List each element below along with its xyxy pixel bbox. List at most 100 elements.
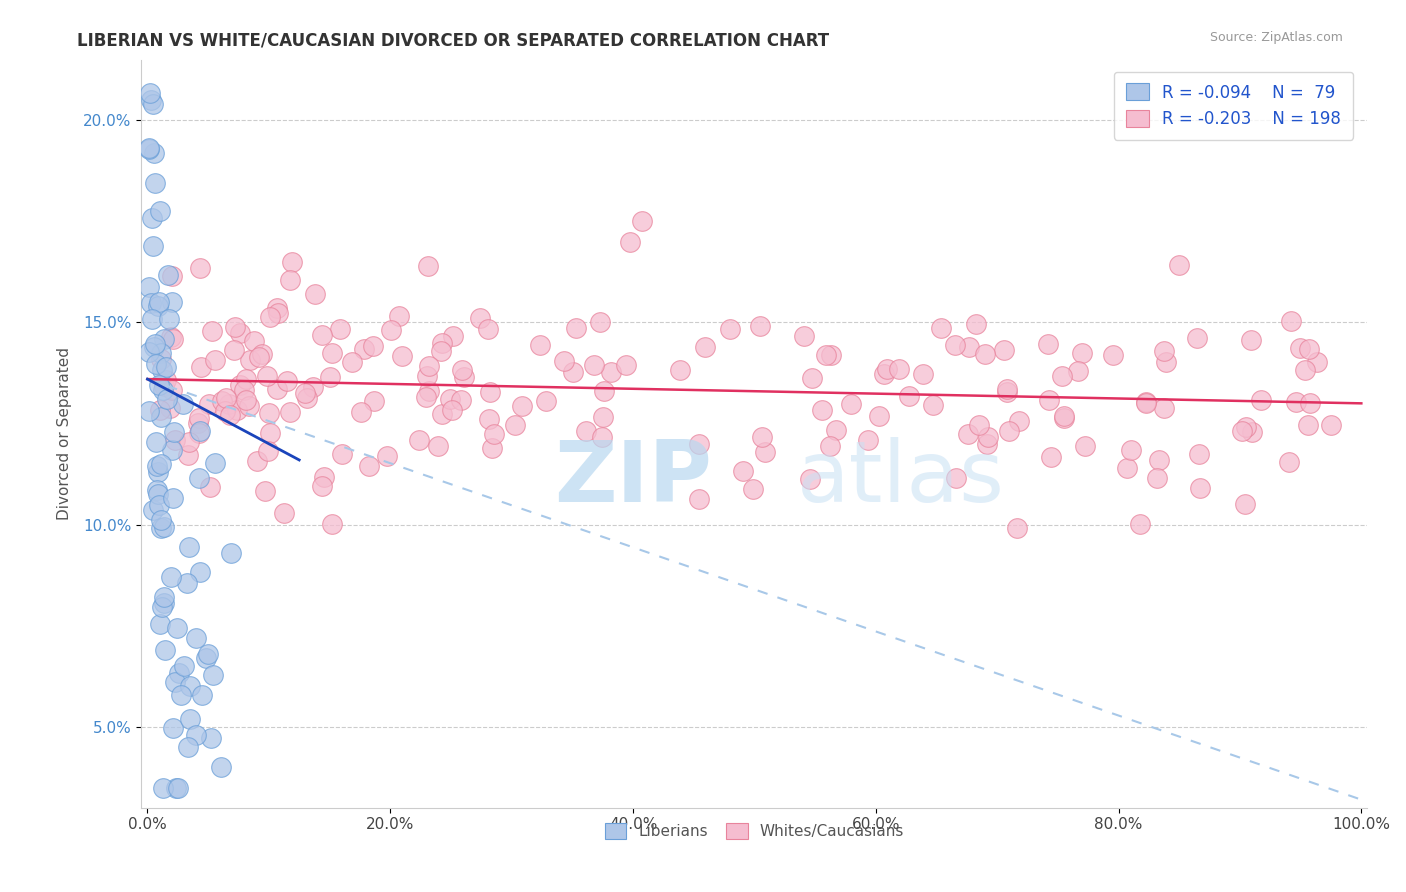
Point bbox=[529, 337, 551, 351]
Point bbox=[477, 322, 499, 336]
Point bbox=[430, 407, 453, 421]
Point bbox=[150, 513, 173, 527]
Point bbox=[575, 424, 598, 438]
Point bbox=[159, 330, 181, 344]
Point bbox=[967, 417, 990, 432]
Point bbox=[1007, 414, 1029, 428]
Point bbox=[294, 386, 316, 401]
Point bbox=[630, 214, 652, 228]
Point bbox=[1005, 521, 1028, 535]
Point bbox=[156, 392, 179, 406]
Point bbox=[226, 402, 249, 417]
Point bbox=[363, 394, 385, 409]
Point bbox=[430, 343, 453, 358]
Point bbox=[188, 260, 211, 275]
Point bbox=[146, 299, 169, 313]
Point bbox=[150, 600, 173, 615]
Point bbox=[592, 409, 614, 424]
Point bbox=[510, 400, 533, 414]
Point bbox=[222, 343, 245, 357]
Point bbox=[468, 310, 491, 325]
Point bbox=[564, 321, 586, 335]
Point bbox=[1298, 342, 1320, 356]
Point bbox=[148, 498, 170, 512]
Point bbox=[152, 780, 174, 795]
Point bbox=[380, 323, 402, 337]
Point bbox=[162, 332, 184, 346]
Point bbox=[668, 363, 690, 377]
Point bbox=[503, 417, 526, 432]
Point bbox=[148, 378, 170, 392]
Point bbox=[593, 384, 616, 398]
Point bbox=[591, 430, 613, 444]
Point bbox=[929, 321, 952, 335]
Point bbox=[173, 659, 195, 673]
Y-axis label: Divorced or Separated: Divorced or Separated bbox=[58, 347, 72, 520]
Point bbox=[1135, 395, 1157, 409]
Point bbox=[142, 96, 165, 111]
Point bbox=[1146, 471, 1168, 485]
Point bbox=[218, 408, 240, 422]
Point bbox=[432, 335, 454, 350]
Point bbox=[214, 391, 236, 405]
Point bbox=[1289, 341, 1312, 355]
Point bbox=[418, 359, 440, 373]
Point bbox=[453, 369, 475, 384]
Text: atlas: atlas bbox=[797, 437, 1005, 520]
Point bbox=[450, 392, 472, 407]
Point bbox=[418, 259, 440, 273]
Point bbox=[1050, 369, 1073, 384]
Point bbox=[176, 575, 198, 590]
Point bbox=[751, 430, 773, 444]
Point bbox=[614, 359, 637, 373]
Point bbox=[297, 392, 319, 406]
Point bbox=[143, 176, 166, 190]
Point bbox=[426, 439, 449, 453]
Point bbox=[219, 546, 242, 560]
Point bbox=[619, 235, 641, 249]
Point bbox=[224, 320, 246, 334]
Point bbox=[311, 479, 333, 493]
Point bbox=[1071, 346, 1094, 360]
Point bbox=[693, 340, 716, 354]
Point bbox=[897, 389, 920, 403]
Point bbox=[214, 404, 236, 418]
Point bbox=[153, 332, 176, 346]
Point bbox=[233, 383, 256, 397]
Point bbox=[589, 315, 612, 329]
Point bbox=[1250, 393, 1272, 408]
Point bbox=[169, 665, 191, 680]
Point bbox=[363, 338, 385, 352]
Point bbox=[1278, 454, 1301, 468]
Point bbox=[995, 382, 1018, 396]
Point bbox=[179, 680, 201, 694]
Point bbox=[748, 319, 770, 334]
Point bbox=[187, 425, 209, 440]
Point bbox=[172, 397, 194, 411]
Point bbox=[311, 327, 333, 342]
Point bbox=[257, 444, 280, 458]
Point bbox=[142, 239, 165, 253]
Point bbox=[152, 379, 174, 393]
Point bbox=[957, 427, 980, 442]
Point bbox=[481, 441, 503, 455]
Point bbox=[148, 294, 170, 309]
Point bbox=[138, 403, 160, 417]
Point bbox=[1234, 420, 1257, 434]
Point bbox=[145, 434, 167, 449]
Point bbox=[415, 390, 437, 404]
Point bbox=[142, 503, 165, 517]
Point bbox=[319, 369, 342, 384]
Point bbox=[204, 456, 226, 470]
Point bbox=[162, 491, 184, 506]
Point bbox=[1053, 410, 1076, 425]
Point bbox=[820, 348, 842, 362]
Point bbox=[340, 355, 363, 369]
Point bbox=[922, 398, 945, 412]
Point bbox=[534, 393, 557, 408]
Point bbox=[267, 306, 290, 320]
Point bbox=[451, 363, 474, 377]
Point bbox=[197, 647, 219, 661]
Point bbox=[742, 482, 765, 496]
Point bbox=[162, 721, 184, 735]
